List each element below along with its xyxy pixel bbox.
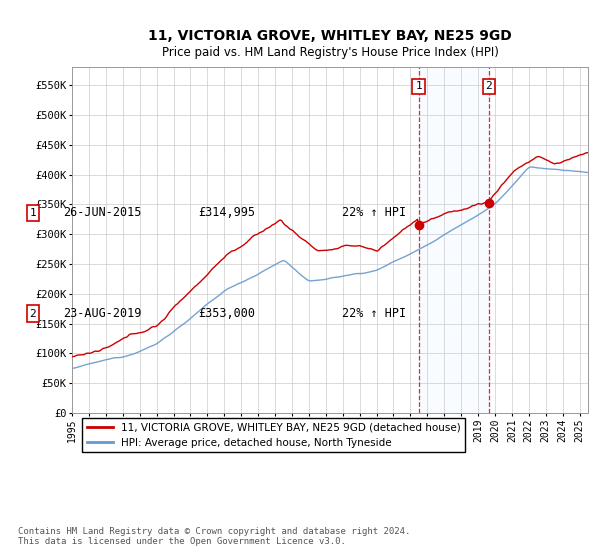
Text: 26-JUN-2015: 26-JUN-2015 [63, 206, 142, 220]
Text: 2: 2 [29, 309, 37, 319]
Text: Contains HM Land Registry data © Crown copyright and database right 2024.
This d: Contains HM Land Registry data © Crown c… [18, 526, 410, 546]
Text: 1: 1 [415, 81, 422, 91]
Bar [419, 67, 489, 413]
Text: 2: 2 [485, 81, 492, 91]
Text: £353,000: £353,000 [198, 307, 255, 320]
Text: 22% ↑ HPI: 22% ↑ HPI [342, 307, 406, 320]
Legend: 11, VICTORIA GROVE, WHITLEY BAY, NE25 9GD (detached house), HPI: Average price, : 11, VICTORIA GROVE, WHITLEY BAY, NE25 9G… [82, 418, 465, 452]
Text: Price paid vs. HM Land Registry's House Price Index (HPI): Price paid vs. HM Land Registry's House … [161, 45, 499, 59]
Text: 1: 1 [29, 208, 37, 218]
Text: 11, VICTORIA GROVE, WHITLEY BAY, NE25 9GD: 11, VICTORIA GROVE, WHITLEY BAY, NE25 9G… [148, 29, 512, 44]
Text: 23-AUG-2019: 23-AUG-2019 [63, 307, 142, 320]
Text: £314,995: £314,995 [198, 206, 255, 220]
Text: 22% ↑ HPI: 22% ↑ HPI [342, 206, 406, 220]
